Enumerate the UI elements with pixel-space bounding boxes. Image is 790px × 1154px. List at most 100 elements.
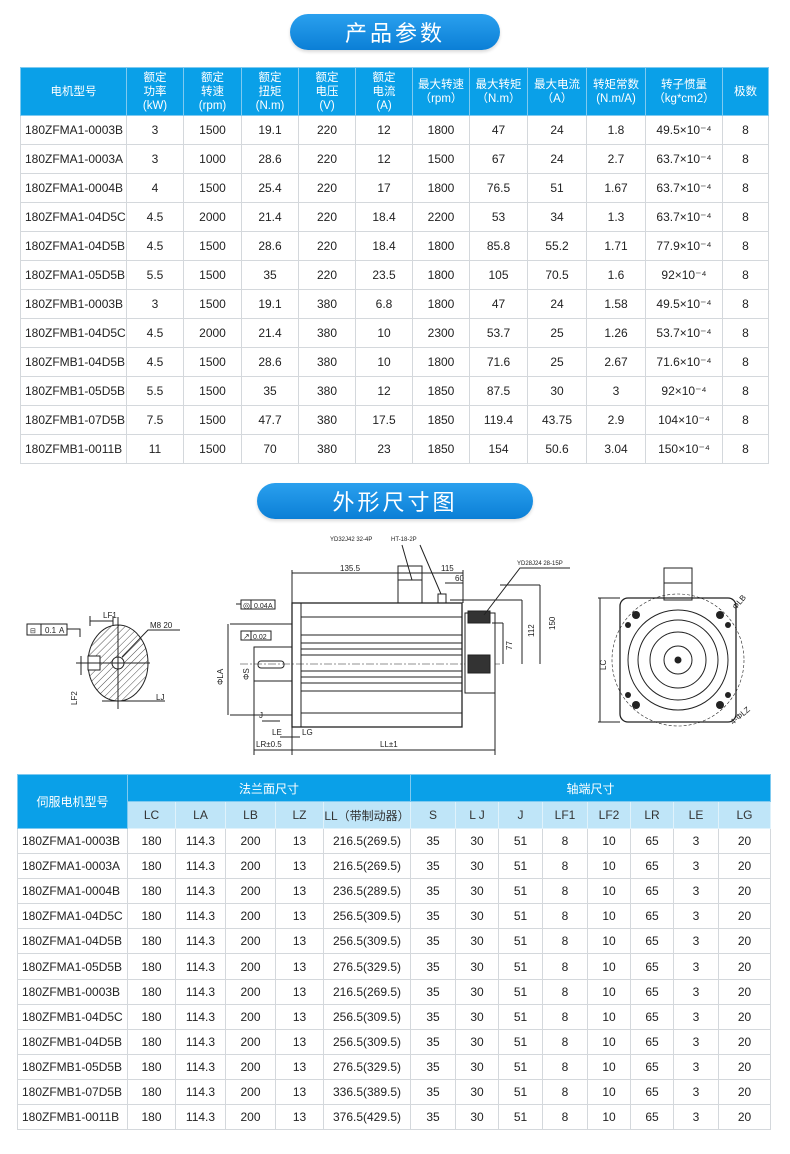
table-cell: 51: [498, 903, 543, 930]
table-cell: 10: [587, 878, 631, 905]
table-cell: 19.1: [241, 289, 299, 319]
table-cell: 8: [542, 1028, 588, 1055]
table-cell: 200: [225, 827, 276, 855]
table-cell: 180: [127, 903, 176, 930]
table-cell: 114.3: [175, 1078, 226, 1106]
table-cell: 380: [298, 434, 356, 464]
table-cell: 2200: [412, 202, 470, 232]
table-cell: 180ZFMB1-05D5B: [20, 376, 127, 406]
table-cell: 200: [225, 1028, 276, 1055]
shaft-end-view: ⊟ 0.1 A LF1 M8 20 LJ LF2: [26, 611, 180, 709]
table-cell: 47: [469, 115, 528, 145]
table-cell: 13: [275, 1028, 324, 1055]
table-cell: 4.5: [126, 318, 184, 348]
table-cell: 7.5: [126, 405, 184, 435]
table-cell: 8: [542, 978, 588, 1005]
table-cell: 380: [298, 289, 356, 319]
table-cell: 35: [410, 978, 456, 1005]
table-cell: 376.5(429.5): [323, 1104, 411, 1131]
col-header: LL（带制动器）: [323, 801, 411, 829]
table-cell: 30: [455, 1104, 499, 1131]
table-cell: 1500: [183, 289, 242, 319]
table-row: 180ZFMB1-04D5B 180 114.3 200 13 256.5(309.5) 3…: [17, 1028, 772, 1055]
col-header: LA: [175, 801, 226, 829]
table-cell: 25: [527, 347, 587, 377]
table-cell: 4: [126, 173, 184, 203]
group-header-shaft: 轴端尺寸: [409, 774, 772, 802]
table-cell: 35: [241, 260, 299, 290]
table-cell: 71.6: [469, 347, 528, 377]
dimension-label: M8 20: [150, 621, 173, 630]
table-cell: 13: [275, 853, 324, 880]
table-cell: 51: [498, 1078, 543, 1106]
col-header: 额定 功率 (kW): [126, 67, 184, 116]
table-cell: 5.5: [126, 376, 184, 406]
table-cell: 65: [630, 878, 674, 905]
table-cell: 51: [498, 1053, 543, 1080]
table-cell: 220: [298, 202, 356, 232]
col-header-model: 伺服电机型号: [17, 774, 128, 829]
table-cell: 30: [455, 878, 499, 905]
table-cell: 51: [498, 953, 543, 980]
table-cell: 8: [722, 144, 769, 174]
table-cell: 10: [355, 347, 413, 377]
table-row: 180ZFMB1-04D5C 4.5 2000 21.4 380 10 2300 53.7 25…: [20, 318, 769, 348]
table-cell: 200: [225, 1003, 276, 1030]
table-row: 180ZFMA1-04D5B 4.5 1500 28.6 220 18.4 1800 85.8…: [20, 231, 769, 261]
col-header: LB: [225, 801, 276, 829]
dimension-label: ⊟: [30, 628, 36, 635]
table-cell: 35: [241, 376, 299, 406]
table-cell: 180ZFMB1-0011B: [20, 434, 127, 464]
table-cell: 65: [630, 903, 674, 930]
table-cell: 180: [127, 1104, 176, 1131]
table-cell: 13: [275, 1104, 324, 1131]
table-row: 180ZFMB1-04D5C 180 114.3 200 13 256.5(309.5) 3…: [17, 1003, 772, 1030]
table-row: 180ZFMB1-0011B 11 1500 70 380 23 1850 154 50.6 3.…: [20, 434, 769, 464]
table-cell: 180: [127, 928, 176, 955]
dimension-label: A: [268, 603, 273, 610]
dimension-drawing: ⊟ 0.1 A LF1 M8 20 LJ LF2 ◎ 0.04 A ↗ 0.02…: [26, 537, 752, 755]
table-row: 180ZFMA1-04D5B 180 114.3 200 13 256.5(309.5) 3…: [17, 928, 772, 955]
table-cell: 276.5(329.5): [323, 953, 411, 980]
table-cell: 65: [630, 928, 674, 955]
table-cell: 12: [355, 144, 413, 174]
table-row: 180ZFMB1-0003B 180 114.3 200 13 216.5(269.5) 3…: [17, 978, 772, 1005]
dimension-label: YD28J24 28-15P: [517, 561, 563, 567]
table-cell: 216.5(269.5): [323, 853, 411, 880]
table-cell: 24: [527, 289, 587, 319]
dimension-label: LE: [272, 728, 282, 737]
table-cell: 1500: [183, 405, 242, 435]
table-cell: 180ZFMB1-04D5C: [17, 1003, 128, 1030]
table-row: 180ZFMA1-05D5B 5.5 1500 35 220 23.5 1800 105 70.…: [20, 260, 769, 290]
col-header: LE: [673, 801, 719, 829]
table-cell: 8: [722, 434, 769, 464]
table-cell: 8: [542, 928, 588, 955]
dimension-label: A: [59, 626, 65, 635]
table-cell: 63.7×10⁻⁴: [645, 202, 723, 232]
col-header: 额定 电流 (A): [355, 67, 413, 116]
table-row: 180ZFMB1-0003B 3 1500 19.1 380 6.8 1800 47 24 1.5…: [20, 289, 769, 319]
table-cell: 256.5(309.5): [323, 928, 411, 955]
table-cell: 276.5(329.5): [323, 1053, 411, 1080]
table-cell: 3: [673, 903, 719, 930]
table-cell: 1500: [183, 260, 242, 290]
table-cell: 1.8: [586, 115, 646, 145]
table-cell: 13: [275, 1053, 324, 1080]
table-cell: 1800: [412, 289, 470, 319]
table-cell: 3: [673, 1003, 719, 1030]
table-cell: 114.3: [175, 1053, 226, 1080]
table-cell: 35: [410, 1078, 456, 1106]
table-cell: 1800: [412, 173, 470, 203]
table-cell: 3: [673, 1028, 719, 1055]
table-cell: 13: [275, 928, 324, 955]
table-cell: 8: [542, 853, 588, 880]
table-cell: 20: [717, 1028, 772, 1055]
table-cell: 1500: [183, 376, 242, 406]
dimension-label: J: [259, 711, 263, 720]
table-cell: 24: [527, 115, 587, 145]
table-cell: 1500: [183, 347, 242, 377]
table-cell: 63.7×10⁻⁴: [645, 144, 723, 174]
col-header: L J: [455, 801, 499, 829]
table-cell: 71.6×10⁻⁴: [645, 347, 723, 377]
